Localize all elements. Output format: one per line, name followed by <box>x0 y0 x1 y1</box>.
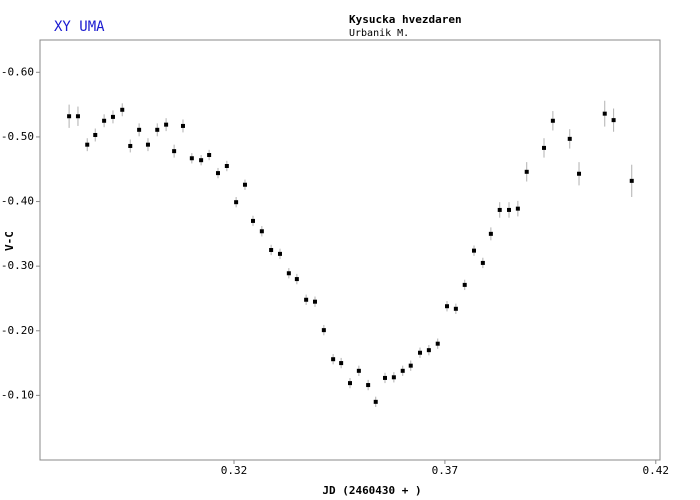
data-point <box>373 399 378 404</box>
data-point <box>550 118 555 123</box>
data-point <box>577 171 582 176</box>
data-point <box>408 363 413 368</box>
data-point <box>391 375 396 380</box>
data-point <box>128 143 133 148</box>
data-point <box>426 348 431 353</box>
data-point <box>629 178 634 183</box>
y-tick-label: -0.60 <box>1 65 34 78</box>
data-point <box>242 182 247 187</box>
data-point <box>93 132 98 137</box>
y-tick-label: -0.50 <box>1 130 34 143</box>
data-point <box>497 207 502 212</box>
y-tick-label: -0.30 <box>1 259 34 272</box>
data-point <box>215 171 220 176</box>
data-point <box>102 118 107 123</box>
data-point <box>507 207 512 212</box>
data-point <box>435 341 440 346</box>
data-point <box>207 153 212 158</box>
x-tick-label: 0.37 <box>432 464 459 477</box>
data-point <box>250 218 255 223</box>
data-point <box>356 368 361 373</box>
data-point <box>348 381 352 386</box>
data-point <box>567 136 572 141</box>
data-point <box>418 350 423 355</box>
data-point <box>472 248 476 253</box>
x-axis-label: JD (2460430 + ) <box>322 484 421 497</box>
data-point <box>331 357 336 362</box>
y-tick-label: -0.20 <box>1 324 34 337</box>
data-point <box>462 282 467 287</box>
data-point <box>120 107 125 112</box>
data-point <box>259 229 264 234</box>
data-point <box>294 277 299 282</box>
data-point <box>172 149 177 154</box>
plot-frame <box>39 39 661 461</box>
data-point <box>312 299 317 304</box>
data-point <box>180 123 185 128</box>
data-point <box>383 375 388 380</box>
data-point <box>611 118 616 123</box>
observer: Urbanik M. <box>349 28 409 39</box>
x-tick-label: 0.32 <box>221 464 248 477</box>
data-point <box>75 114 80 119</box>
x-tick-label: 0.42 <box>643 464 670 477</box>
data-point <box>321 328 326 333</box>
data-point <box>85 142 90 147</box>
data-point <box>234 200 239 205</box>
data-point <box>445 304 450 309</box>
y-tick-label: -0.10 <box>1 388 34 401</box>
data-point <box>269 248 274 252</box>
data-point <box>304 297 309 302</box>
chart-subtitle: Kysucka hvezdaren <box>349 13 462 26</box>
data-point <box>164 122 169 127</box>
data-point <box>480 260 485 265</box>
data-point <box>137 127 142 132</box>
data-point <box>145 142 150 147</box>
data-point <box>224 164 229 168</box>
y-tick-label: -0.40 <box>1 195 34 208</box>
data-point <box>155 127 160 132</box>
data-point <box>110 114 115 119</box>
data-point <box>515 206 520 211</box>
data-point <box>400 368 405 373</box>
y-axis-label: V-C <box>3 231 16 251</box>
data-point <box>339 361 344 366</box>
data-point <box>488 231 493 236</box>
data-point <box>286 271 291 276</box>
chart-title: XY UMA <box>54 19 105 35</box>
data-point <box>199 158 204 163</box>
data-point <box>67 114 72 119</box>
data-point <box>453 306 458 311</box>
data-point <box>602 111 607 116</box>
data-point <box>366 383 371 388</box>
data-point <box>277 251 282 256</box>
data-point <box>542 145 547 150</box>
data-point <box>524 169 529 174</box>
data-point <box>189 156 194 161</box>
